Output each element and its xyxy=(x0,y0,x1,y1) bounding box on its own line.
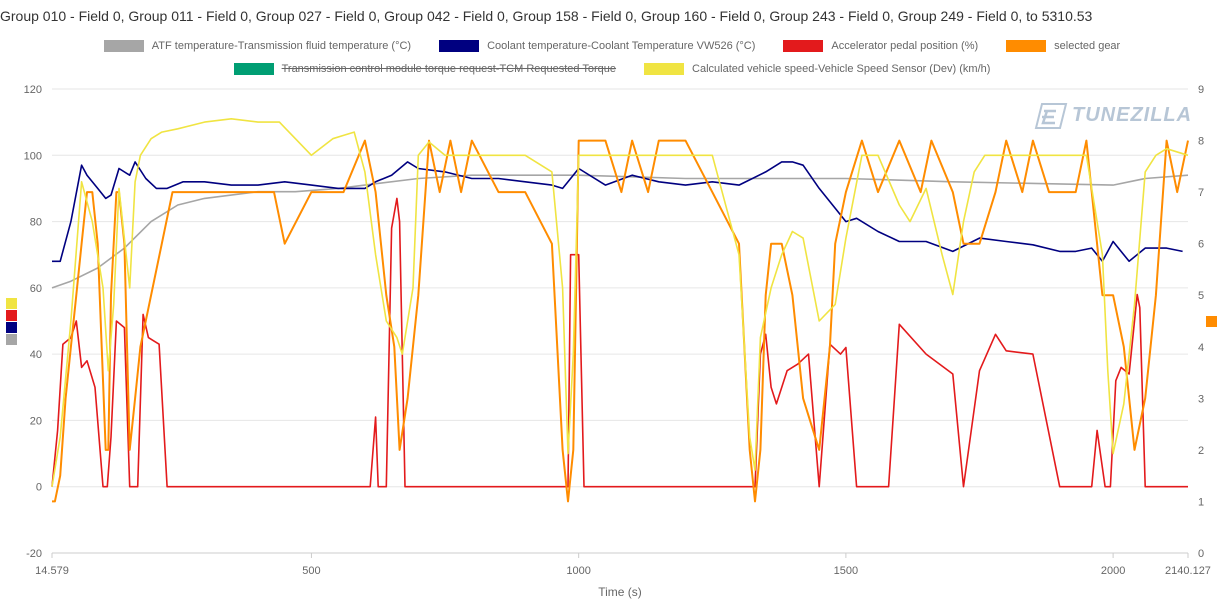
legend-item[interactable]: Transmission control module torque reque… xyxy=(233,63,617,75)
y-tick-label-left: 120 xyxy=(24,84,42,96)
x-tick-label: 14.579 xyxy=(35,565,69,577)
y-tick-label-right: 5 xyxy=(1198,290,1204,302)
legend-label: Accelerator pedal position (%) xyxy=(831,40,979,52)
legend-label: ATF temperature-Transmission fluid tempe… xyxy=(151,40,412,52)
legend-swatch xyxy=(439,40,480,52)
legend-item[interactable]: ATF temperature-Transmission fluid tempe… xyxy=(103,40,412,52)
series-line-2 xyxy=(51,197,1188,488)
legend-swatch xyxy=(644,63,685,75)
series-line-0 xyxy=(51,174,1189,289)
legend-label: Coolant temperature-Coolant Temperature … xyxy=(487,40,756,52)
y-tick-label-right: 0 xyxy=(1198,548,1204,560)
y-tick-label-left: 40 xyxy=(30,349,42,361)
y-tick-label-right: 2 xyxy=(1198,445,1204,457)
x-tick-label: 1500 xyxy=(834,565,858,577)
y-tick-label-left: 60 xyxy=(30,283,42,295)
series-line-1 xyxy=(52,161,1183,263)
right-axis-series-marker xyxy=(1206,316,1217,327)
left-axis-series-marker xyxy=(6,298,17,309)
y-tick-label-right: 4 xyxy=(1198,342,1204,354)
x-axis-label: Time (s) xyxy=(598,585,642,599)
chart-title: Group 010 - Field 0, Group 011 - Field 0… xyxy=(0,8,1093,24)
legend-item[interactable]: Calculated vehicle speed-Vehicle Speed S… xyxy=(644,63,990,75)
left-axis-series-marker xyxy=(6,310,17,321)
watermark: TUNEZILLA xyxy=(1072,104,1193,126)
legend-swatch xyxy=(783,40,824,52)
y-tick-label-right: 1 xyxy=(1198,496,1204,508)
y-tick-label-right: 8 xyxy=(1198,136,1204,148)
series-line-3 xyxy=(52,139,1189,503)
y-tick-label-left: 100 xyxy=(24,150,42,162)
left-axis-series-marker xyxy=(6,322,17,333)
tunezilla-logo-icon xyxy=(1034,103,1068,129)
y-tick-label-left: 0 xyxy=(36,482,42,494)
legend-item[interactable]: Accelerator pedal position (%) xyxy=(783,40,978,52)
series-line-5 xyxy=(51,118,1189,487)
legend-row-2: Transmission control module torque reque… xyxy=(0,63,1224,75)
left-axis-series-marker xyxy=(6,334,17,345)
legend-label: Transmission control module torque reque… xyxy=(281,63,617,75)
y-tick-label-right: 7 xyxy=(1198,187,1204,199)
legend-label: selected gear xyxy=(1054,40,1121,52)
x-tick-label: 1000 xyxy=(566,565,590,577)
y-tick-label-right: 9 xyxy=(1198,84,1204,96)
legend-label: Calculated vehicle speed-Vehicle Speed S… xyxy=(692,63,991,75)
legend-item[interactable]: selected gear xyxy=(1006,40,1120,52)
legend-swatch xyxy=(1006,40,1047,52)
legend-row-1: ATF temperature-Transmission fluid tempe… xyxy=(0,40,1224,52)
y-tick-label-left: 80 xyxy=(30,217,42,229)
legend: ATF temperature-Transmission fluid tempe… xyxy=(0,40,1224,84)
y-tick-label-left: -20 xyxy=(26,548,42,560)
y-tick-label-right: 6 xyxy=(1198,239,1204,251)
x-tick-label: 500 xyxy=(302,565,320,577)
legend-swatch xyxy=(233,63,274,75)
x-tick-label: 2000 xyxy=(1101,565,1125,577)
legend-swatch xyxy=(103,40,144,52)
y-tick-label-left: 20 xyxy=(30,415,42,427)
x-tick-label: 2140.127 xyxy=(1165,565,1211,577)
legend-item[interactable]: Coolant temperature-Coolant Temperature … xyxy=(439,40,755,52)
y-tick-label-right: 3 xyxy=(1198,393,1204,405)
